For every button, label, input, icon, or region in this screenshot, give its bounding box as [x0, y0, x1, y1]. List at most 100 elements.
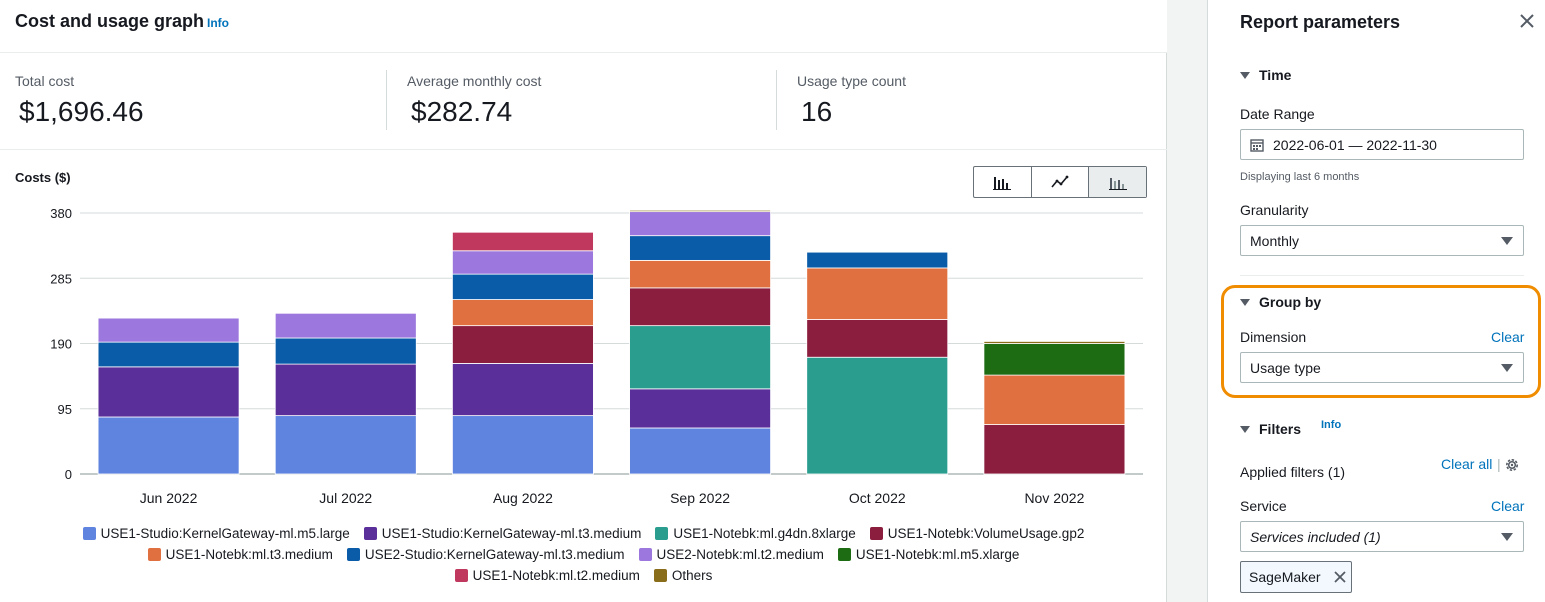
clear-all-link[interactable]: Clear all — [1441, 456, 1493, 472]
group-by-highlight — [1221, 285, 1541, 398]
bar-segment[interactable] — [452, 415, 594, 475]
bar-segment[interactable] — [629, 209, 771, 213]
date-range-field[interactable]: 2022-06-01 — 2022-11-30 — [1240, 129, 1524, 160]
bar-segment[interactable] — [629, 211, 771, 237]
service-value: Services included (1) — [1250, 528, 1381, 545]
legend-label: USE1-Studio:KernelGateway-ml.m5.large — [100, 526, 350, 541]
x-tick-label: Jun 2022 — [140, 490, 198, 506]
legend-swatch — [147, 548, 161, 561]
bar-segment[interactable] — [452, 231, 594, 252]
legend-item[interactable]: USE1-Studio:KernelGateway-ml.m5.large — [82, 526, 350, 541]
bar-segment[interactable] — [274, 415, 417, 475]
y-tick-label: 380 — [50, 206, 72, 221]
remove-token-button[interactable] — [1333, 570, 1347, 584]
bar-segment[interactable] — [806, 356, 949, 475]
bar-segment[interactable] — [452, 363, 594, 417]
gear-icon — [1506, 459, 1518, 471]
bar-segment[interactable] — [629, 259, 771, 289]
section-time-toggle[interactable]: Time — [1240, 67, 1291, 83]
date-range-hint: Displaying last 6 months — [1240, 171, 1360, 183]
section-group-by-toggle[interactable]: Group by — [1240, 294, 1321, 310]
legend-item[interactable]: USE2-Studio:KernelGateway-ml.t3.medium — [346, 547, 625, 562]
info-link[interactable]: Info — [207, 16, 229, 30]
dropdown-arrow-icon — [1501, 237, 1513, 245]
stat-label: Usage type count — [797, 73, 906, 89]
legend-swatch — [454, 569, 468, 582]
stat-divider — [776, 70, 777, 130]
dimension-select[interactable]: Usage type — [1240, 352, 1524, 383]
legend-item[interactable]: USE1-Notebk:ml.g4dn.8xlarge — [655, 526, 856, 541]
bar-segment[interactable] — [629, 388, 771, 429]
bar-segment[interactable] — [983, 424, 1126, 475]
service-label: Service — [1240, 498, 1287, 514]
bar-segment[interactable] — [452, 299, 594, 327]
legend-swatch — [655, 527, 669, 540]
chart-legend: USE1-Studio:KernelGateway-ml.m5.large USE… — [0, 526, 1167, 596]
date-range-label: Date Range — [1240, 106, 1315, 122]
legend-item[interactable]: USE2-Notebk:ml.t2.medium — [638, 547, 824, 562]
bar-segment[interactable] — [806, 267, 949, 320]
bar-segment[interactable] — [97, 341, 240, 368]
close-button[interactable] — [1517, 11, 1537, 31]
bar-segment[interactable] — [983, 343, 1126, 376]
bar-segment[interactable] — [983, 374, 1126, 425]
legend-label: USE2-Studio:KernelGateway-ml.t3.medium — [364, 547, 625, 562]
x-tick-label: Aug 2022 — [493, 490, 553, 506]
stacked-bar-chart-button[interactable] — [1089, 167, 1147, 197]
dimension-value: Usage type — [1250, 359, 1321, 376]
settings-button[interactable] — [1504, 457, 1520, 478]
legend-swatch — [82, 527, 96, 540]
dropdown-arrow-icon — [1501, 364, 1513, 372]
caret-down-icon — [1240, 425, 1250, 433]
calendar-icon — [1250, 138, 1264, 152]
dimension-clear-link[interactable]: Clear — [1491, 329, 1525, 345]
applied-filters-label: Applied filters (1) — [1240, 464, 1346, 480]
bar-segment[interactable] — [629, 235, 771, 261]
stat-value: 16 — [801, 96, 833, 127]
legend-item[interactable]: USE1-Notebk:ml.m5.xlarge — [837, 547, 1019, 562]
legend-swatch — [363, 527, 377, 540]
bar-segment[interactable] — [452, 325, 594, 364]
bar-segment[interactable] — [806, 251, 949, 269]
bar-segment[interactable] — [274, 337, 417, 365]
stat-average-monthly-cost: Average monthly cost $282.74 — [407, 54, 767, 150]
legend-item[interactable]: USE1-Notebk:ml.t3.medium — [147, 547, 333, 562]
bar-segment[interactable] — [97, 416, 240, 475]
service-select[interactable]: Services included (1) — [1240, 521, 1524, 552]
date-range-value: 2022-06-01 — 2022-11-30 — [1273, 136, 1437, 153]
x-tick-label: Sep 2022 — [670, 490, 730, 506]
bar-segment[interactable] — [629, 287, 771, 327]
legend-item[interactable]: Others — [653, 568, 712, 583]
caret-down-icon — [1240, 71, 1250, 79]
stat-value: $282.74 — [411, 96, 513, 127]
legend-swatch — [837, 548, 851, 561]
bar-chart-icon — [993, 177, 1012, 190]
bar-segment[interactable] — [452, 273, 594, 300]
bar-segment[interactable] — [629, 325, 771, 390]
section-group-by-label: Group by — [1259, 294, 1322, 310]
line-chart-button[interactable] — [1032, 167, 1090, 197]
bar-chart-button[interactable] — [974, 167, 1032, 197]
bar-segment[interactable] — [452, 250, 594, 275]
dropdown-arrow-icon — [1501, 533, 1513, 541]
granularity-select[interactable]: Monthly — [1240, 225, 1524, 256]
bar-segment[interactable] — [274, 363, 417, 417]
granularity-label: Granularity — [1240, 202, 1309, 218]
bar-segment[interactable] — [629, 427, 771, 475]
legend-item[interactable]: USE1-Studio:KernelGateway-ml.t3.medium — [363, 526, 641, 541]
bar-segment[interactable] — [274, 312, 417, 339]
bar-segment[interactable] — [806, 319, 949, 358]
stat-label: Total cost — [15, 73, 75, 89]
bar-segment[interactable] — [97, 366, 240, 418]
legend-row: USE1-Notebk:ml.t3.medium USE2-Studio:Kern… — [0, 547, 1167, 562]
legend-item[interactable]: USE1-Notebk:ml.t2.medium — [454, 568, 640, 583]
legend-item[interactable]: USE1-Notebk:VolumeUsage.gp2 — [869, 526, 1084, 541]
x-tick-label: Jul 2022 — [319, 490, 372, 506]
y-tick-label: 0 — [65, 467, 72, 482]
summary-stats: Total cost $1,696.46 Average monthly cos… — [0, 54, 1167, 150]
service-clear-link[interactable]: Clear — [1491, 498, 1525, 514]
bar-segment[interactable] — [97, 317, 240, 343]
section-filters-toggle[interactable]: Filters — [1240, 421, 1301, 437]
bar-segment[interactable] — [983, 341, 1126, 344]
filters-info-link[interactable]: Info — [1321, 419, 1342, 431]
